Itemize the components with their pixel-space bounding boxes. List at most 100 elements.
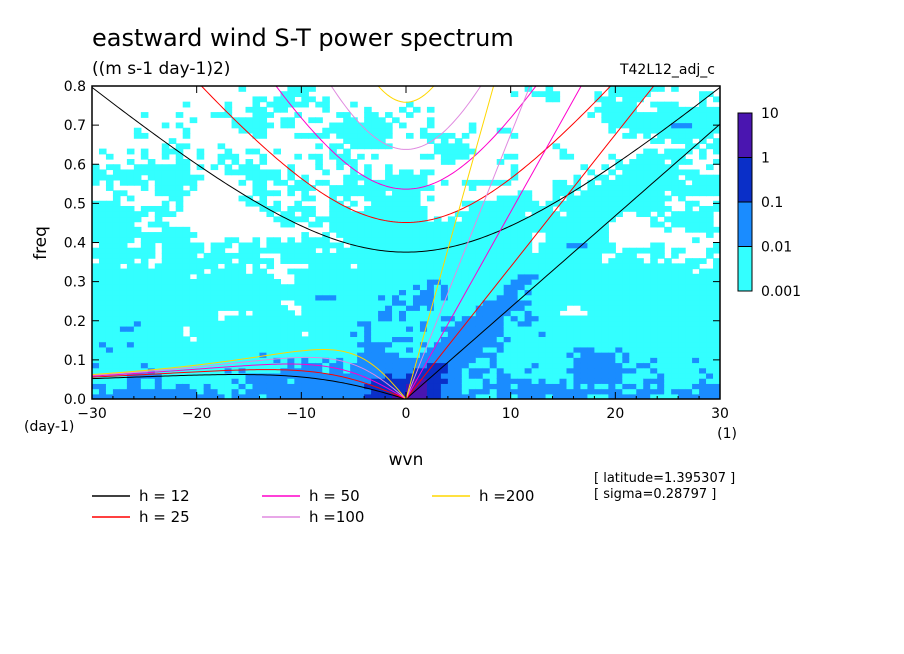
field-cell	[189, 372, 198, 379]
field-cell	[587, 252, 595, 259]
field-cell	[399, 372, 407, 379]
field-cell	[196, 294, 205, 301]
field-cell	[385, 320, 393, 327]
field-cell	[252, 378, 261, 384]
field-cell	[119, 336, 128, 343]
field-cell	[699, 174, 707, 181]
field-cell	[545, 284, 554, 291]
field-cell	[447, 252, 456, 259]
field-cell	[392, 221, 400, 228]
field-cell	[385, 284, 393, 291]
field-cell	[140, 393, 149, 399]
field-cell	[238, 346, 247, 353]
field-cell	[461, 367, 470, 374]
field-cell	[482, 310, 491, 317]
field-cell	[496, 200, 505, 207]
field-cell	[301, 289, 309, 296]
field-cell	[545, 258, 554, 264]
field-cell	[671, 127, 679, 134]
field-cell	[447, 237, 456, 244]
field-cell	[189, 383, 198, 390]
field-cell	[98, 367, 107, 374]
field-cell	[461, 336, 470, 343]
field-cell	[224, 169, 233, 176]
field-cell	[692, 237, 700, 244]
field-cell	[385, 247, 393, 254]
field-cell	[350, 310, 358, 317]
field-cell	[489, 247, 498, 254]
field-cell	[545, 294, 554, 301]
field-cell	[210, 268, 219, 275]
field-cell	[685, 117, 693, 124]
field-cell	[378, 367, 386, 374]
field-cell	[189, 279, 198, 285]
field-cell	[461, 263, 470, 270]
field-cell	[196, 273, 205, 280]
field-cell	[189, 315, 198, 322]
field-cell	[294, 383, 302, 390]
field-cell	[587, 205, 595, 212]
field-cell	[454, 388, 463, 395]
field-cell	[629, 315, 637, 322]
field-cell	[706, 352, 714, 358]
field-cell	[315, 294, 323, 301]
field-cell	[112, 232, 121, 238]
field-cell	[412, 205, 421, 212]
field-cell	[496, 237, 505, 244]
field-cell	[531, 305, 540, 311]
field-cell	[385, 263, 393, 270]
field-cell	[105, 310, 114, 317]
field-cell	[538, 242, 547, 249]
field-cell	[468, 336, 477, 343]
field-cell	[329, 211, 337, 218]
field-cell	[154, 179, 163, 186]
field-cell	[161, 383, 170, 390]
field-cell	[315, 305, 323, 311]
field-cell	[336, 336, 344, 343]
field-cell	[224, 252, 233, 259]
field-cell	[385, 226, 393, 233]
field-cell	[468, 315, 477, 322]
field-cell	[559, 148, 568, 155]
field-cell	[301, 101, 309, 108]
gravity-curve	[330, 86, 482, 150]
field-cell	[182, 383, 191, 390]
field-cell	[231, 372, 240, 379]
field-cell	[392, 263, 400, 270]
field-cell	[294, 341, 302, 348]
field-cell	[657, 352, 665, 358]
field-cell	[308, 393, 316, 399]
field-cell	[119, 310, 128, 317]
field-cell	[238, 289, 247, 296]
field-cell	[454, 310, 463, 317]
field-cell	[371, 112, 379, 118]
field-cell	[706, 205, 714, 212]
field-cell	[238, 169, 247, 176]
field-cell	[412, 320, 421, 327]
field-cell	[713, 242, 720, 249]
field-cell	[426, 372, 435, 379]
field-cell	[454, 294, 463, 301]
field-cell	[399, 315, 407, 322]
field-cell	[433, 143, 442, 150]
field-cell	[112, 336, 121, 343]
field-cell	[266, 362, 275, 369]
field-cell	[350, 237, 358, 244]
field-cell	[329, 252, 337, 259]
field-cell	[126, 195, 135, 202]
field-cell	[245, 331, 254, 337]
field-cell	[643, 383, 651, 390]
field-cell	[650, 159, 658, 165]
field-cell	[566, 247, 575, 254]
field-cell	[454, 148, 463, 155]
field-cell	[161, 284, 170, 291]
field-cell	[329, 289, 337, 296]
field-cell	[587, 268, 595, 275]
field-cell	[657, 357, 665, 364]
field-cell	[98, 174, 107, 181]
field-cell	[482, 289, 491, 296]
field-cell	[357, 138, 365, 144]
field-cell	[119, 174, 128, 181]
field-cell	[154, 320, 163, 327]
field-cell	[538, 336, 547, 343]
